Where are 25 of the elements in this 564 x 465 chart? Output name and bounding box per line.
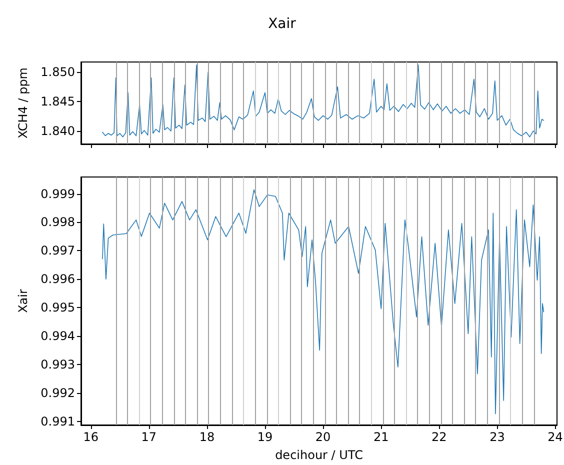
y-tick-label: 1.845 [40,94,75,109]
y-tick-label: 0.998 [40,215,75,230]
x-tick-label: 22 [432,430,447,444]
y-tick-label: 0.991 [40,414,75,428]
y-tick-label: 0.992 [40,386,75,400]
x-tick-label: 19 [257,430,273,444]
y-tick-label: 0.997 [40,244,75,258]
y-tick-label: 0.993 [40,357,75,372]
chart-title: Xair [268,16,296,32]
y-tick-label: 0.994 [40,328,75,343]
y-axis-title: Xair [16,289,30,313]
y-axis-title: XCH4 / ppm [16,68,30,138]
x-tick-label: 18 [199,430,215,444]
x-tick-label: 24 [548,430,563,444]
x-axis-title: decihour / UTC [275,448,363,462]
y-tick-label: 1.850 [40,65,75,80]
y-tick-label: 0.995 [40,300,75,315]
x-tick-label: 16 [83,430,99,444]
x-tick-label: 23 [490,430,505,444]
y-tick-label: 0.999 [40,186,75,201]
y-tick-label: 0.996 [40,272,75,286]
x-tick-label: 21 [373,430,389,444]
x-tick-label: 20 [315,430,331,444]
y-tick-label: 1.840 [40,124,75,138]
x-tick-label: 17 [141,430,157,444]
